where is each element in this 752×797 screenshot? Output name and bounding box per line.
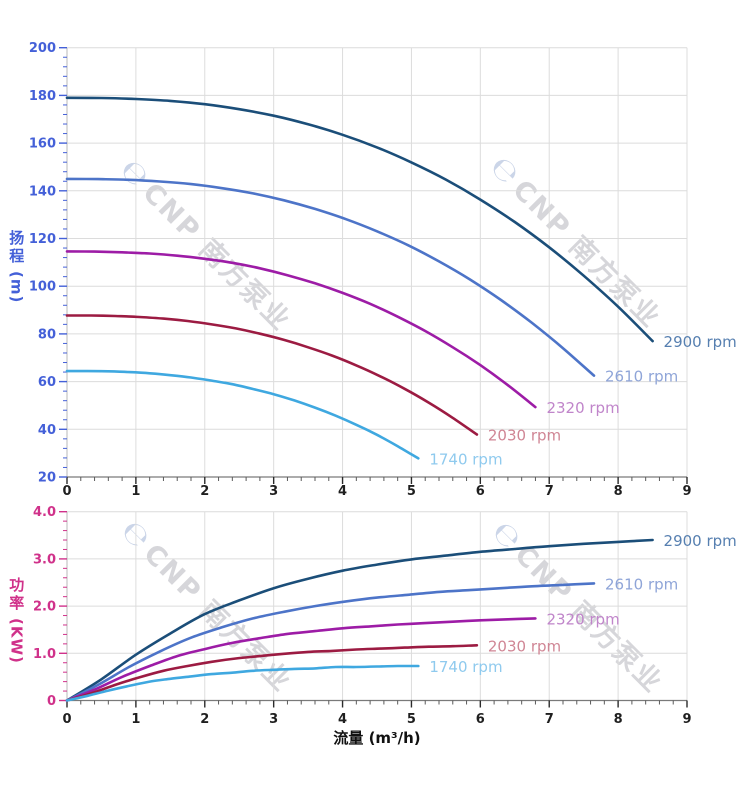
power-y-axis-unit: (KW)	[7, 618, 26, 664]
head-y-axis-title-text: 扬程	[7, 230, 26, 266]
curve-label-2900rpm: 2900 rpm	[664, 333, 737, 351]
head-y-tick-label: 160	[29, 137, 56, 152]
head-x-tick-label: 6	[476, 484, 485, 499]
head-y-ticks	[59, 47, 67, 478]
curve-label-2610rpm: 2610 rpm	[605, 368, 678, 386]
head-y-axis-unit: (m)	[7, 271, 26, 304]
power-x-tick-label: 2	[200, 712, 209, 727]
head-x-tick-label: 0	[62, 484, 71, 499]
curve-label-2320rpm: 2320 rpm	[546, 610, 619, 628]
curve-label-2900rpm: 2900 rpm	[664, 532, 737, 550]
head-x-tick-label: 7	[545, 484, 554, 499]
head-x-tick-label: 9	[682, 484, 691, 499]
head-y-tick-label: 60	[38, 375, 56, 390]
head-x-tick-label: 3	[269, 484, 278, 499]
curve-label-2030rpm: 2030 rpm	[488, 427, 561, 445]
head-y-tick-label: 200	[29, 41, 56, 56]
curve-head-2900rpm	[65, 96, 654, 343]
power-x-tick-label: 8	[614, 712, 623, 727]
power-x-ticks	[66, 700, 688, 708]
power-y-axis-title: 功率 (KW)	[7, 577, 26, 664]
curve-label-2320rpm: 2320 rpm	[546, 399, 619, 417]
power-x-tick-labels: 0 1 2 3 4 5 6 7 8 9	[62, 712, 691, 727]
power-y-tick-label: 1.0	[33, 647, 56, 662]
head-x-tick-label: 4	[338, 484, 347, 499]
curve-label-1740rpm: 1740 rpm	[429, 450, 502, 468]
curve-power-2610rpm	[65, 582, 596, 702]
curve-power-1740rpm	[65, 664, 420, 702]
curve-head-1740rpm	[65, 369, 420, 460]
head-y-tick-label: 80	[38, 327, 56, 342]
head-x-tick-label: 5	[407, 484, 416, 499]
chart-power: 0 1 2 3 4 5 6 7 8 9 0 1.0 2.0 3.0 4.0 2900 rpm 2610 rpm 2…	[33, 505, 737, 727]
chart-head: 0 1 2 3 4 5 6 7 8 9 20 40 60 80 100 120 140 160 180 200 2900…	[29, 41, 737, 499]
power-y-tick-label: 4.0	[33, 505, 56, 520]
x-axis-title: 流量 (m³/h)	[333, 729, 421, 747]
head-y-tick-label: 120	[29, 232, 56, 247]
curve-label-1740rpm: 1740 rpm	[429, 658, 502, 676]
curve-head-2320rpm	[65, 250, 537, 409]
curve-power-2900rpm	[65, 538, 654, 702]
power-y-ticks	[59, 511, 67, 702]
power-y-tick-label: 0	[47, 694, 56, 709]
curve-label-2610rpm: 2610 rpm	[605, 575, 678, 593]
head-x-tick-label: 2	[200, 484, 209, 499]
power-x-tick-label: 4	[338, 712, 347, 727]
curve-head-2610rpm	[65, 177, 596, 377]
curve-power-2030rpm	[65, 644, 479, 702]
power-x-tick-label: 9	[682, 712, 691, 727]
curve-head-2030rpm	[65, 314, 479, 436]
head-x-tick-label: 8	[614, 484, 623, 499]
power-x-tick-label: 1	[131, 712, 140, 727]
head-x-ticks	[66, 477, 688, 484]
head-y-axis-title: 扬程 (m)	[7, 230, 26, 304]
head-gridlines	[67, 47, 688, 477]
head-y-tick-label: 100	[29, 280, 56, 295]
head-y-tick-labels: 20 40 60 80 100 120 140 160 180 200	[29, 41, 56, 485]
head-y-tick-label: 20	[38, 471, 56, 486]
curve-label-2030rpm: 2030 rpm	[488, 637, 561, 655]
power-y-tick-labels: 0 1.0 2.0 3.0 4.0	[33, 505, 56, 709]
head-y-tick-label: 180	[29, 89, 56, 104]
head-x-tick-labels: 0 1 2 3 4 5 6 7 8 9	[62, 484, 691, 499]
power-x-tick-label: 7	[545, 712, 554, 727]
curve-power-2320rpm	[65, 617, 537, 702]
power-x-tick-label: 5	[407, 712, 416, 727]
power-x-tick-label: 3	[269, 712, 278, 727]
power-y-tick-label: 3.0	[33, 552, 56, 567]
power-y-axis-title-text: 功率	[7, 577, 26, 613]
head-y-tick-label: 140	[29, 184, 56, 199]
head-x-tick-label: 1	[131, 484, 140, 499]
power-x-tick-label: 0	[62, 712, 71, 727]
head-y-tick-label: 40	[38, 423, 56, 438]
power-y-tick-label: 2.0	[33, 600, 56, 615]
power-x-tick-label: 6	[476, 712, 485, 727]
